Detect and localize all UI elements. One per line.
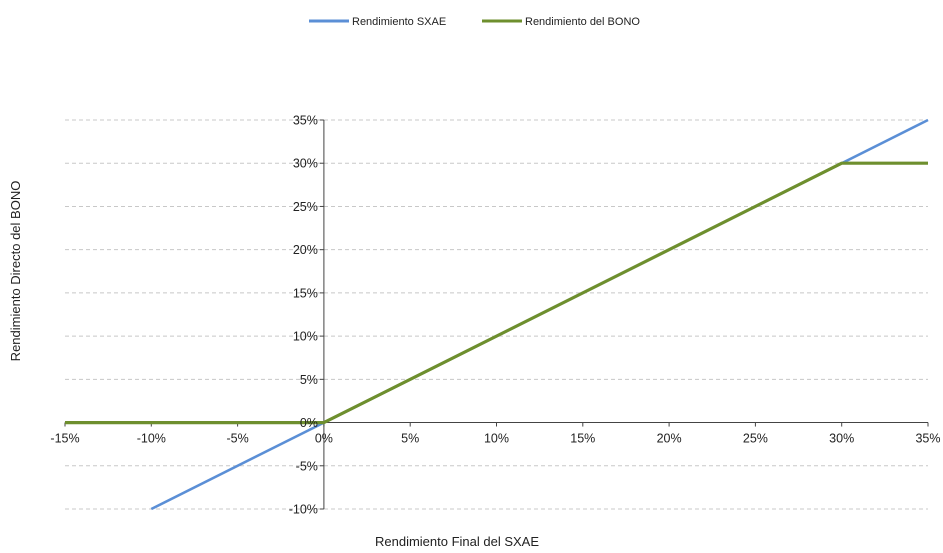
x-tick-label: -15% — [50, 432, 79, 446]
series-line-bono — [65, 161, 928, 425]
x-tick-label: -10% — [137, 432, 166, 446]
x-tick-label: 20% — [657, 432, 682, 446]
x-tick-label: -5% — [226, 432, 248, 446]
y-tick-label: 30% — [293, 157, 318, 171]
x-tick-label: 0% — [315, 432, 333, 446]
y-tick-label: -5% — [296, 459, 318, 473]
x-tick-label: 5% — [401, 432, 419, 446]
axes — [64, 119, 929, 510]
x-tick-label: 15% — [570, 432, 595, 446]
y-tick-label: 20% — [293, 243, 318, 257]
legend-label-sxae: Rendimiento SXAE — [352, 16, 446, 28]
y-tick-label: 35% — [293, 114, 318, 128]
x-tick-label: 25% — [743, 432, 768, 446]
y-tick-label: 15% — [293, 286, 318, 300]
x-tick-label: 10% — [484, 432, 509, 446]
grid-lines — [65, 119, 928, 510]
legend-label-bono: Rendimiento del BONO — [525, 16, 640, 28]
x-tick-label: 35% — [915, 432, 940, 446]
y-tick-label: 5% — [300, 373, 318, 387]
legend: Rendimiento SXAE Rendimiento del BONO — [309, 16, 640, 28]
series-lines — [65, 118, 929, 511]
tick-labels: -10% -5% 0% 5% 10% 15% 20% 25% 30% 35% -15% -10% -5%… — [50, 114, 940, 517]
y-tick-label: -10% — [289, 503, 318, 517]
x-axis-title: Rendimiento Final del SXAE — [375, 534, 539, 548]
y-tick-label: 10% — [293, 330, 318, 344]
y-tick-label: 25% — [293, 200, 318, 214]
y-tick-label: 0% — [300, 416, 318, 430]
y-axis-title: Rendimiento Directo del BONO — [8, 181, 23, 362]
x-tick-label: 30% — [829, 432, 854, 446]
